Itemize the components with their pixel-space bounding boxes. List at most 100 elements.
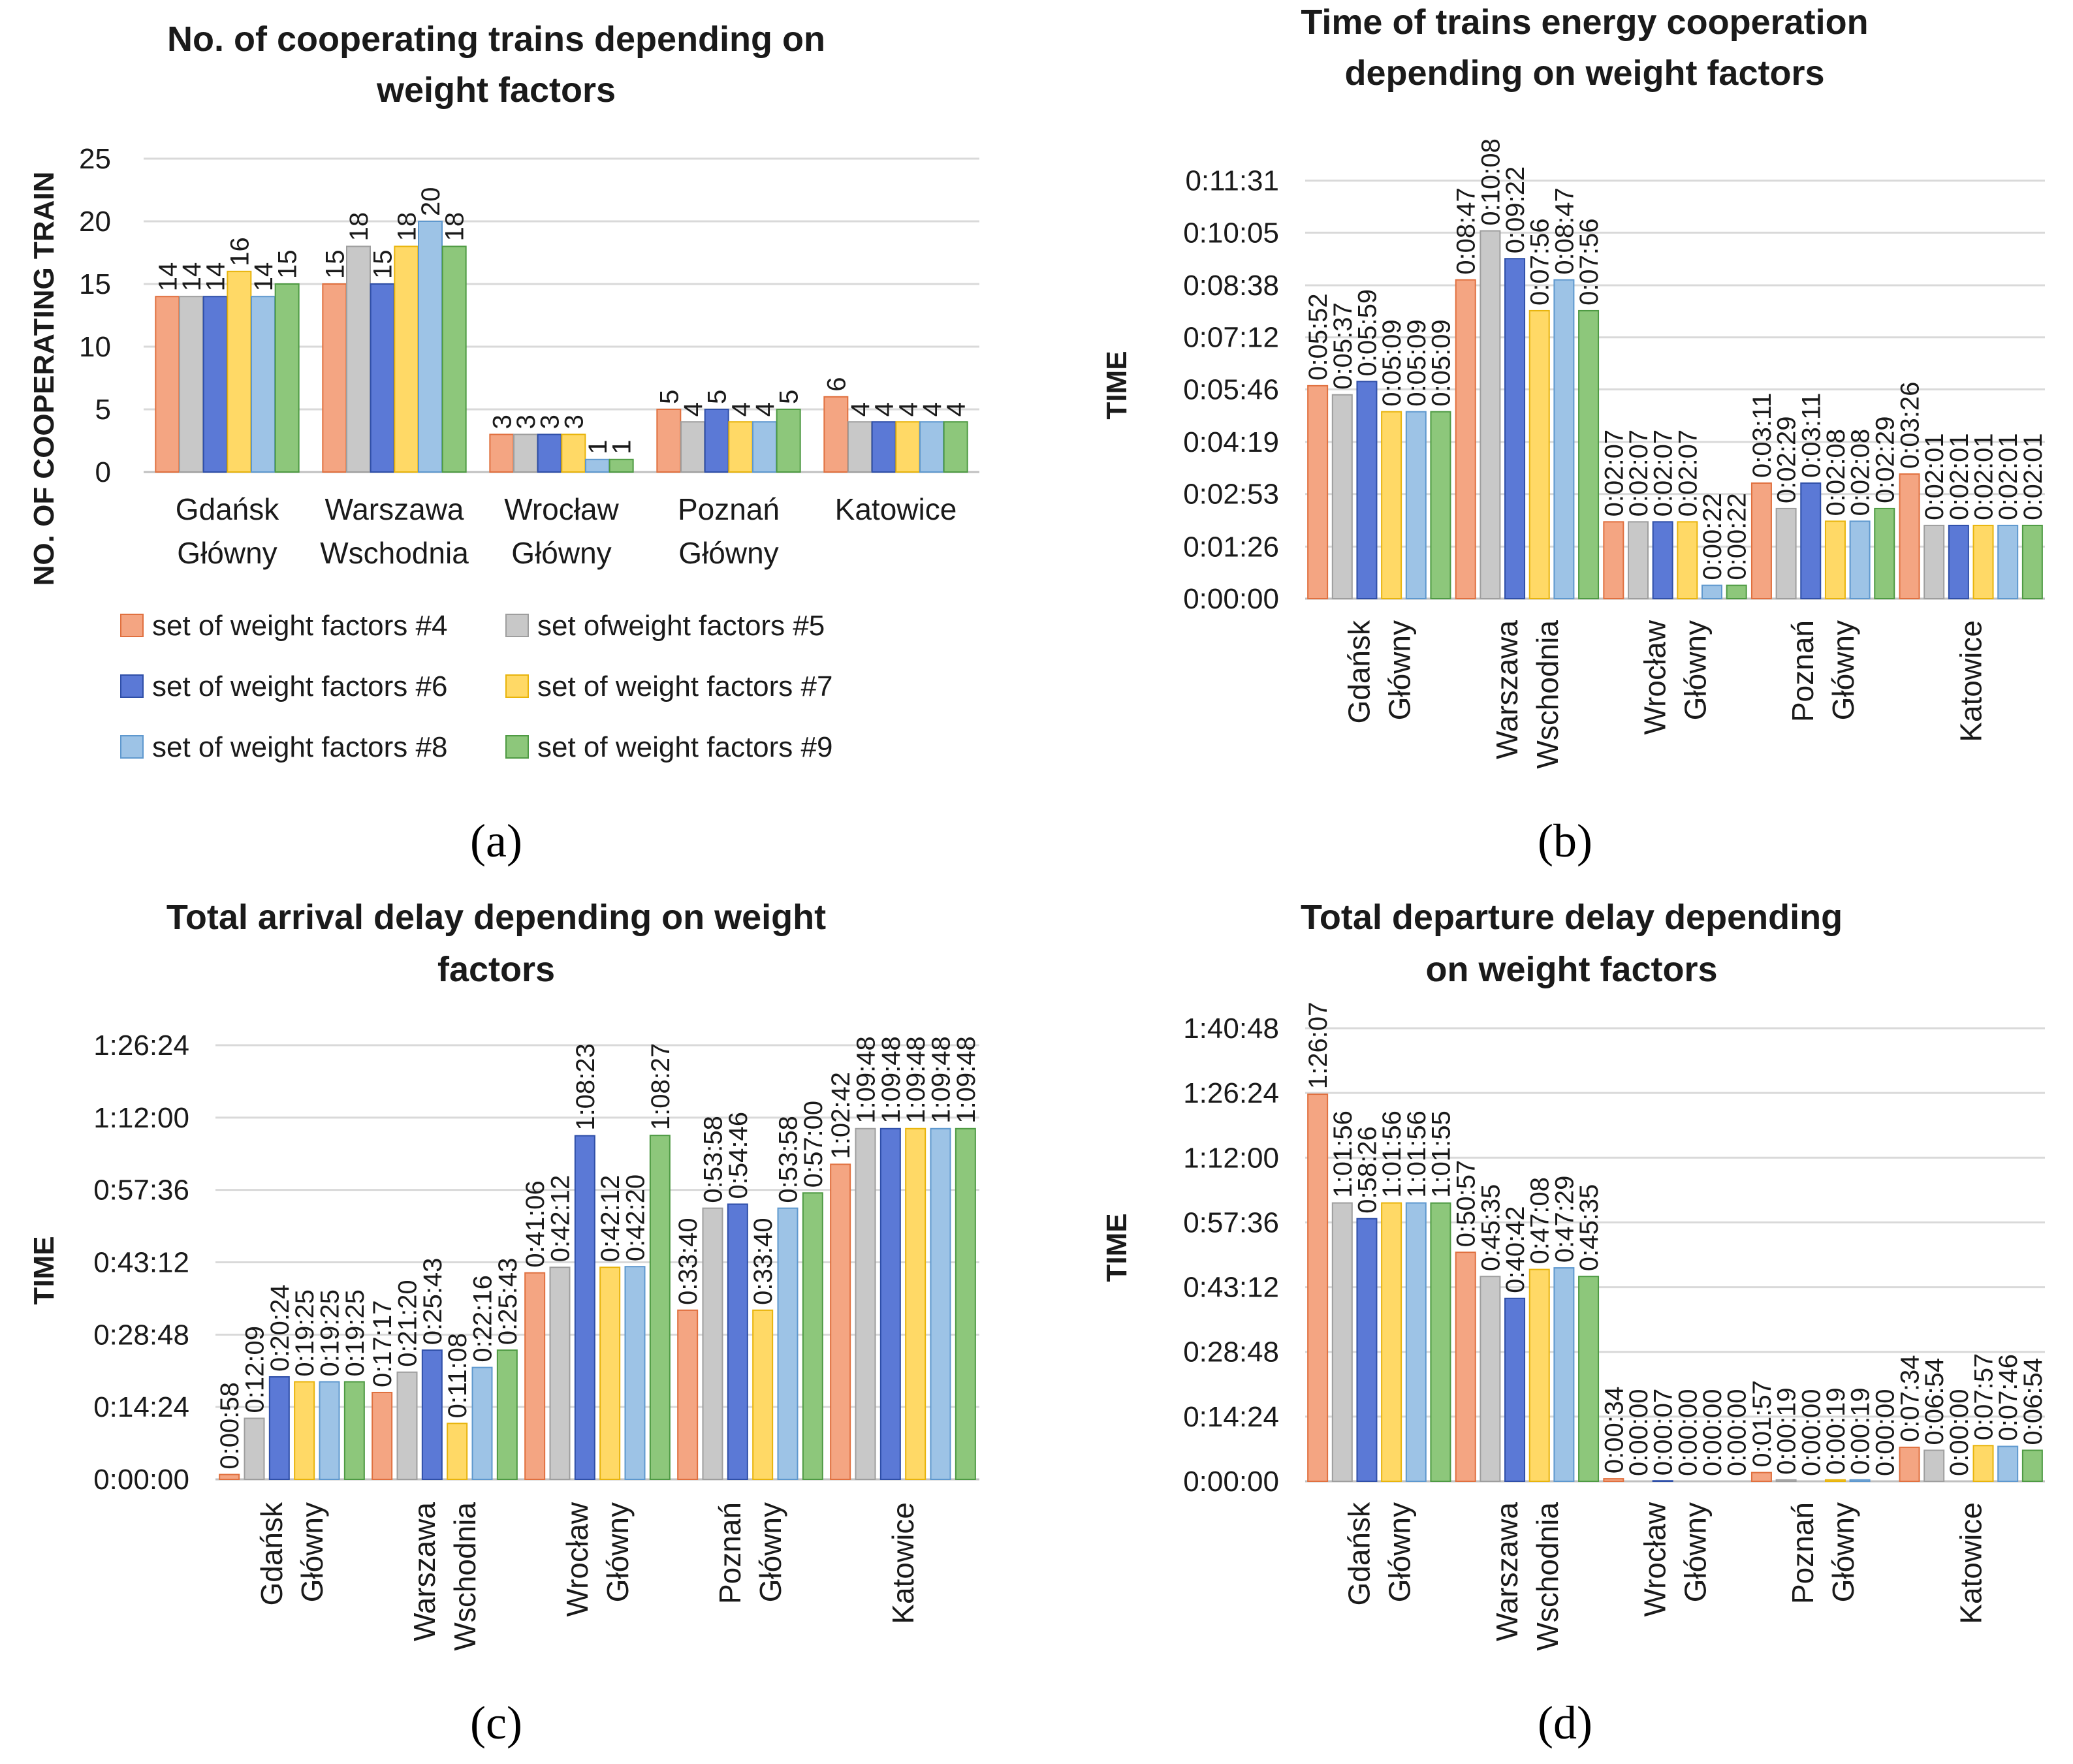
bar — [418, 221, 443, 473]
data-label: 3 — [512, 415, 541, 429]
category-label: Wrocław — [1638, 1502, 1672, 1616]
y-tick-label: 0:14:24 — [93, 1391, 189, 1423]
data-label: 3 — [536, 415, 565, 429]
bar — [1405, 411, 1427, 599]
bar — [1528, 309, 1550, 599]
bar — [370, 283, 395, 473]
bar — [244, 1417, 265, 1480]
y-tick-label: 0:07:12 — [1183, 322, 1279, 354]
bar — [871, 421, 896, 473]
data-label: 0:02:01 — [1920, 433, 1949, 520]
bar — [1972, 1445, 1994, 1483]
bar — [930, 1127, 951, 1481]
data-label: 0:10:08 — [1476, 138, 1505, 225]
data-label: 0:58:26 — [1353, 1126, 1382, 1213]
data-label: 0:19:25 — [341, 1289, 370, 1376]
legend-label: set of weight factors #9 — [537, 731, 832, 763]
bar — [1750, 1472, 1772, 1482]
data-label: 1:02:42 — [827, 1072, 855, 1159]
data-label: 1:01:56 — [1378, 1110, 1406, 1197]
data-label: 0:33:40 — [674, 1218, 703, 1304]
data-label: 0:00:34 — [1600, 1387, 1628, 1473]
data-label: 0:41:06 — [521, 1180, 550, 1267]
chart-c-svg: Total arrival delay depending on weight f… — [28, 898, 981, 1749]
category-label: Gdańsk — [176, 492, 280, 526]
data-label: 0:03:11 — [1748, 393, 1777, 479]
bar — [1455, 1252, 1476, 1483]
bar — [727, 1203, 748, 1480]
y-tick-label: 20 — [79, 206, 111, 238]
category-label: Główny — [511, 536, 611, 570]
bar — [1603, 1478, 1624, 1483]
data-label: 5 — [655, 390, 684, 404]
bar — [1899, 1446, 1920, 1483]
data-label: 4 — [918, 402, 947, 417]
bar — [1578, 1276, 1600, 1482]
data-label: 0:33:40 — [749, 1218, 778, 1304]
data-label: 15 — [321, 250, 349, 279]
legend-swatch — [505, 735, 529, 759]
data-label: 0:05:09 — [1378, 319, 1406, 406]
bar — [680, 421, 705, 473]
bar — [677, 1309, 699, 1481]
data-label: 4 — [751, 402, 780, 417]
data-label: 0:07:46 — [1994, 1354, 2023, 1441]
data-label: 0:02:07 — [1624, 430, 1653, 516]
panel-a: No. of cooperating trains depending on we… — [0, 0, 1036, 882]
data-label: 0:02:08 — [1822, 429, 1850, 516]
y-tick-label: 0:43:12 — [1183, 1272, 1279, 1304]
chart-title-line: No. of cooperating trains depending on — [167, 20, 825, 59]
y-tick-label: 1:40:48 — [1183, 1013, 1279, 1045]
legend-label: set of weight factors #7 — [537, 670, 832, 702]
bar — [1480, 230, 1501, 599]
data-label: 1:09:48 — [877, 1036, 906, 1123]
data-label: 0:02:07 — [1673, 430, 1702, 516]
chart-d-svg: Total departure delay depending on weight… — [1101, 898, 2048, 1749]
y-axis-label: TIME — [1101, 351, 1133, 419]
bar — [496, 1349, 518, 1480]
bar — [227, 270, 252, 473]
y-tick-label: 0:28:48 — [93, 1319, 189, 1351]
category-label: Główny — [1826, 620, 1860, 720]
data-label: 0:02:01 — [1945, 433, 1974, 520]
data-label: 1:01:56 — [1329, 1110, 1357, 1197]
bar — [561, 433, 586, 473]
bar — [1677, 521, 1698, 599]
legend-label: set of weight factors #4 — [152, 610, 447, 642]
bar — [1775, 1479, 1797, 1482]
bar — [830, 1163, 851, 1480]
data-label: 0:00:00 — [1723, 1389, 1752, 1476]
data-label: 5 — [703, 390, 732, 404]
y-tick-label: 0:14:24 — [1183, 1401, 1279, 1433]
bar — [1824, 1479, 1846, 1482]
bar — [1603, 521, 1624, 599]
legend-label: set of weight factors #6 — [152, 670, 447, 702]
data-label: 0:01:57 — [1748, 1380, 1777, 1467]
data-label: 1:09:48 — [952, 1036, 981, 1123]
data-label: 0:11:08 — [443, 1333, 472, 1419]
category-label: Główny — [295, 1502, 329, 1602]
data-label: 4 — [942, 402, 971, 417]
bar — [585, 458, 610, 473]
data-label: 1:01:55 — [1427, 1110, 1455, 1197]
data-label: 0:45:35 — [1575, 1184, 1604, 1271]
bar — [537, 433, 562, 473]
bar — [1405, 1202, 1427, 1482]
bar — [1578, 309, 1600, 599]
bar — [179, 296, 204, 473]
data-label: 0:47:29 — [1550, 1176, 1579, 1263]
bar — [1849, 1479, 1871, 1482]
data-label: 0:00:19 — [1773, 1387, 1801, 1474]
data-label: 0:02:29 — [1773, 416, 1801, 503]
legend-swatch — [120, 674, 144, 698]
bar — [1504, 258, 1526, 599]
data-label: 0:45:35 — [1476, 1184, 1505, 1271]
data-label: 0:25:43 — [419, 1258, 447, 1345]
legend-label: set of weight factors #8 — [152, 731, 447, 763]
bar — [1899, 473, 1920, 599]
data-label: 4 — [679, 402, 708, 417]
bar — [1948, 524, 1969, 600]
data-label: 0:00:19 — [1846, 1387, 1875, 1474]
y-tick-label: 0:04:19 — [1183, 426, 1279, 458]
data-label: 0:54:46 — [724, 1112, 753, 1199]
